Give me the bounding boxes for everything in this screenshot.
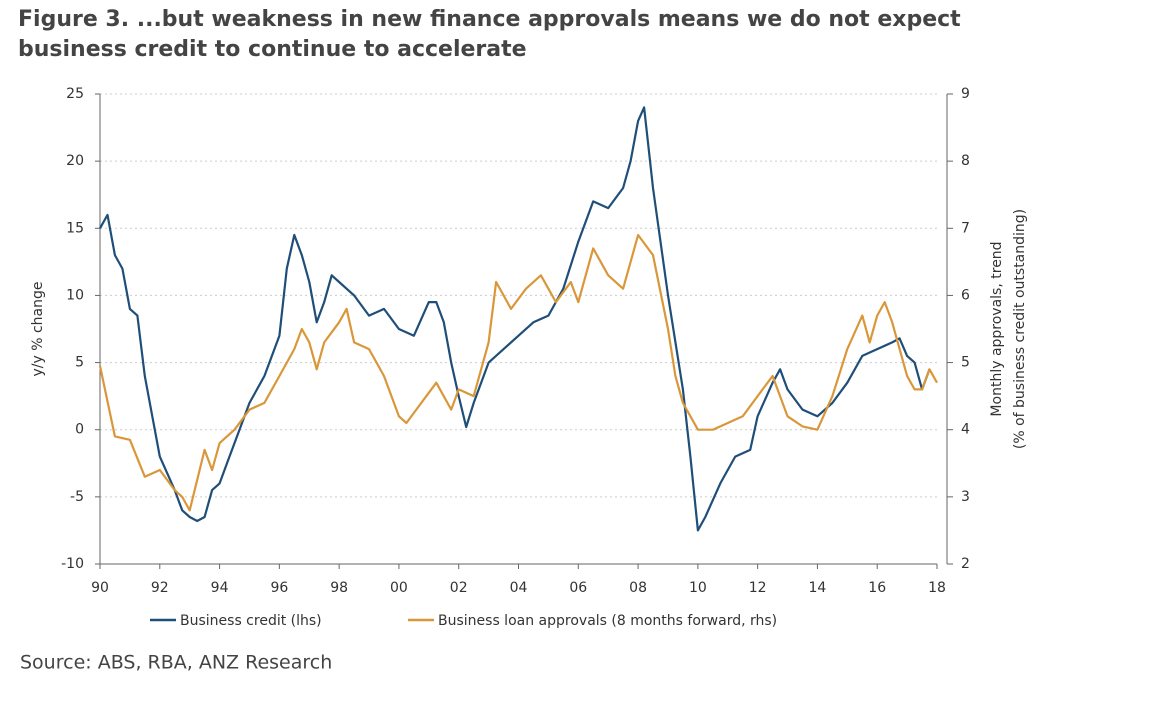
- x-tick-label: 04: [510, 580, 528, 596]
- y-tick-label: -5: [70, 489, 84, 505]
- chart-title: Figure 3. ...but weakness in new finance…: [18, 7, 961, 32]
- y-tick-label: 15: [66, 220, 84, 236]
- y2-tick-label: 8: [961, 153, 970, 169]
- y2-tick-label: 4: [961, 422, 970, 438]
- x-tick-label: 98: [330, 580, 348, 596]
- y2-axis-label: Monthly approvals, trend: [989, 241, 1005, 416]
- x-tick-label: 94: [211, 580, 229, 596]
- x-tick-label: 96: [270, 580, 288, 596]
- y2-axis-label: (% of business credit outstanding): [1012, 209, 1028, 449]
- x-tick-label: 06: [569, 580, 587, 596]
- x-tick-label: 92: [151, 580, 169, 596]
- y-tick-label: 25: [66, 86, 84, 102]
- legend-label: Business credit (lhs): [180, 613, 322, 629]
- y2-tick-label: 6: [961, 287, 970, 303]
- y2-tick-label: 2: [961, 556, 970, 572]
- y-tick-label: 10: [66, 287, 84, 303]
- data-line: [98, 233, 938, 512]
- y2-tick-label: 5: [961, 355, 970, 371]
- x-tick-label: 02: [450, 580, 468, 596]
- y2-tick-label: 7: [961, 220, 970, 236]
- x-tick-label: 00: [390, 580, 408, 596]
- x-tick-label: 10: [689, 580, 707, 596]
- y-tick-label: 0: [75, 422, 84, 438]
- x-tick-label: 12: [749, 580, 767, 596]
- y-axis-label: y/y % change: [30, 281, 46, 376]
- source: Source: ABS, RBA, ANZ Research: [20, 652, 332, 674]
- x-tick-label: 16: [868, 580, 886, 596]
- legend-label: Business loan approvals (8 months forwar…: [438, 613, 777, 629]
- x-tick-label: 08: [629, 580, 647, 596]
- x-tick-label: 14: [809, 580, 827, 596]
- y-tick-label: -10: [61, 556, 84, 572]
- chart-title: business credit to continue to accelerat…: [18, 37, 527, 62]
- x-tick-label: 90: [91, 580, 109, 596]
- x-tick-label: 18: [928, 580, 946, 596]
- y-tick-label: 20: [66, 153, 84, 169]
- y-tick-label: 5: [75, 355, 84, 371]
- y2-tick-label: 3: [961, 489, 970, 505]
- data-line: [99, 106, 931, 532]
- y2-tick-label: 9: [961, 86, 970, 102]
